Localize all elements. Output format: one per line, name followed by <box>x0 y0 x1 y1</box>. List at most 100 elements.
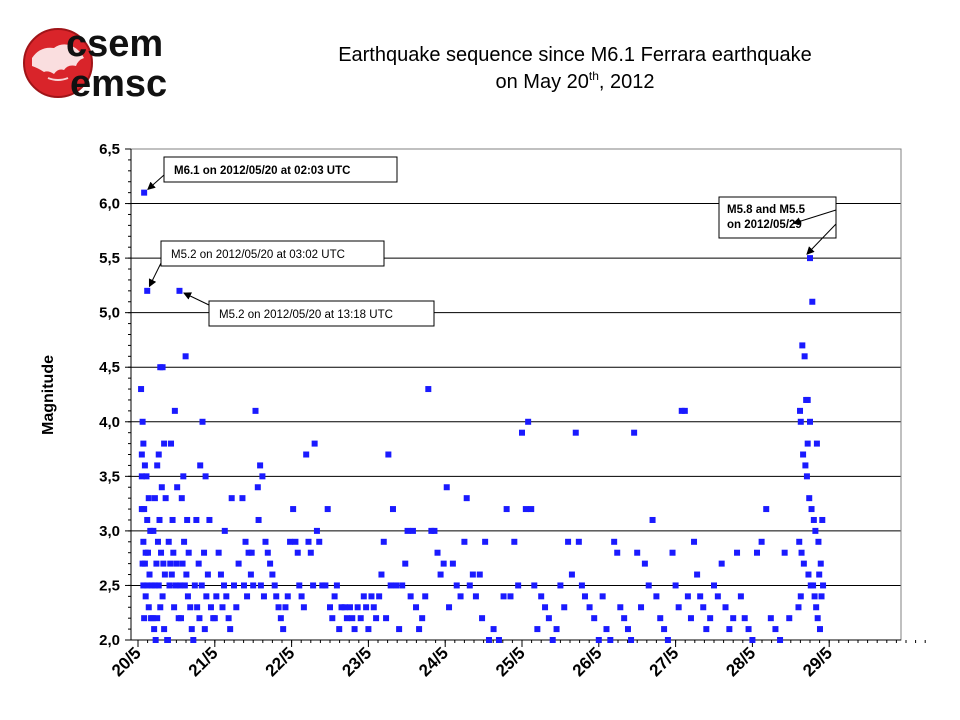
data-point <box>607 637 614 643</box>
data-point <box>799 342 806 349</box>
data-point <box>575 538 582 545</box>
data-point <box>176 287 183 294</box>
data-point <box>196 615 203 622</box>
data-point <box>402 560 409 567</box>
data-point <box>691 538 698 545</box>
data-point <box>182 353 189 360</box>
data-point <box>803 473 810 480</box>
data-point <box>810 582 817 589</box>
data-point <box>718 560 725 567</box>
data-point <box>290 506 297 513</box>
y-tick-label: 6,0 <box>99 196 120 213</box>
data-point <box>343 615 350 622</box>
logo-csem-text: csem <box>66 23 163 65</box>
data-point <box>453 582 460 589</box>
annotation-arrow <box>183 292 210 306</box>
data-point <box>428 527 435 534</box>
data-point <box>811 593 818 600</box>
data-point <box>223 593 230 600</box>
x-tick-label: 22/5 <box>262 643 299 680</box>
data-point <box>329 615 336 622</box>
data-point <box>446 604 453 611</box>
y-axis-title: Magnitude <box>40 355 57 435</box>
data-point <box>714 593 721 600</box>
data-point <box>144 582 151 589</box>
data-point <box>169 516 176 523</box>
data-point <box>140 538 147 545</box>
data-point <box>179 560 186 567</box>
data-point <box>675 604 682 611</box>
data-point <box>140 440 147 447</box>
data-point <box>150 527 157 534</box>
data-point <box>331 593 338 600</box>
x-tick-label: 26/5 <box>569 643 606 680</box>
data-point <box>413 604 420 611</box>
data-point <box>507 593 514 600</box>
data-point <box>202 473 209 480</box>
data-point <box>565 538 572 545</box>
x-tick-label: 24/5 <box>415 643 452 680</box>
data-point <box>248 549 255 556</box>
annotation-arrow <box>148 262 162 288</box>
data-point <box>173 560 180 567</box>
data-point <box>482 538 489 545</box>
data-point <box>628 637 635 643</box>
data-point <box>807 255 813 262</box>
data-point <box>818 593 825 600</box>
data-point <box>316 538 323 545</box>
data-point <box>151 582 158 589</box>
data-point <box>207 604 214 611</box>
data-point <box>422 593 429 600</box>
data-point <box>156 516 163 523</box>
data-point <box>144 549 151 556</box>
data-point <box>319 582 326 589</box>
data-point <box>678 407 685 414</box>
data-point <box>292 538 299 545</box>
annotation-box <box>160 240 385 267</box>
data-point <box>233 604 240 611</box>
data-point <box>184 516 191 523</box>
data-point <box>777 637 784 643</box>
data-point <box>219 604 226 611</box>
data-point <box>201 549 208 556</box>
data-point <box>313 527 320 534</box>
data-point <box>298 593 305 600</box>
data-point <box>282 604 289 611</box>
data-point <box>657 615 664 622</box>
data-point <box>206 516 213 523</box>
data-point <box>469 571 476 578</box>
data-point <box>697 593 704 600</box>
data-point <box>745 626 752 633</box>
data-point <box>154 462 161 469</box>
data-point <box>143 473 150 480</box>
data-point <box>242 538 249 545</box>
title-date-sup: th <box>588 69 599 83</box>
data-point <box>711 582 717 589</box>
data-point <box>145 604 152 611</box>
data-point <box>307 549 314 556</box>
data-point <box>267 560 274 567</box>
data-point <box>327 604 333 611</box>
data-point <box>466 582 473 589</box>
data-point <box>151 626 158 633</box>
data-point <box>813 604 820 611</box>
data-point <box>407 593 414 600</box>
data-point <box>503 506 510 513</box>
data-point <box>763 506 770 513</box>
data-point <box>772 626 779 633</box>
data-point <box>161 440 168 447</box>
data-point <box>217 571 224 578</box>
data-point <box>599 593 606 600</box>
data-point <box>681 407 688 414</box>
data-point <box>284 593 291 600</box>
data-point <box>816 626 823 633</box>
data-point <box>490 626 497 633</box>
data-point <box>804 396 811 403</box>
data-point <box>525 418 532 425</box>
data-point <box>638 604 645 611</box>
title-date-post: , 2012 <box>598 71 655 93</box>
data-point <box>184 593 191 600</box>
data-point <box>215 549 222 556</box>
y-tick-label: 5,5 <box>99 250 120 267</box>
data-points <box>138 189 827 643</box>
